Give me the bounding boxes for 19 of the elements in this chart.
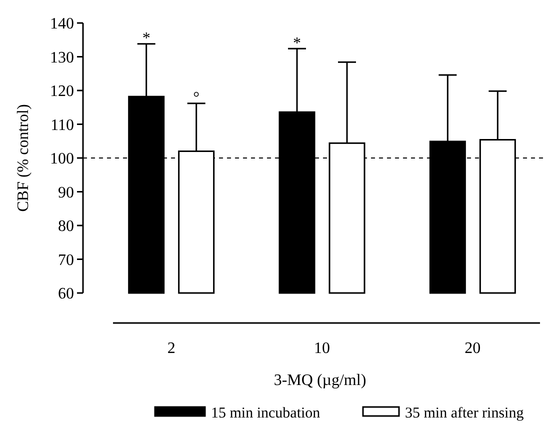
annotation: * — [142, 30, 150, 48]
y-tick-label: 90 — [58, 184, 74, 202]
x-tick-label: 2 — [167, 340, 176, 357]
y-axis-title: CBF (% control) — [15, 104, 32, 212]
y-tick-label: 110 — [50, 116, 74, 134]
y-tick-label: 70 — [58, 252, 74, 269]
y-tick-label: 80 — [58, 218, 74, 236]
x-tick-label: 20 — [464, 340, 481, 357]
x-tick-label: 10 — [314, 340, 330, 357]
legend-label: 35 min after rinsing — [405, 405, 524, 422]
y-tick-label: 60 — [58, 286, 74, 303]
annotation: ° — [193, 90, 200, 107]
legend-label: 15 min incubation — [211, 405, 321, 422]
y-tick-label: 100 — [50, 150, 74, 168]
y-tick-label: 130 — [50, 49, 74, 66]
annotation: * — [293, 34, 301, 52]
x-axis-title: 3-MQ (µg/ml) — [274, 372, 366, 389]
y-tick-label: 120 — [50, 83, 74, 100]
y-tick-label: 140 — [50, 16, 74, 33]
